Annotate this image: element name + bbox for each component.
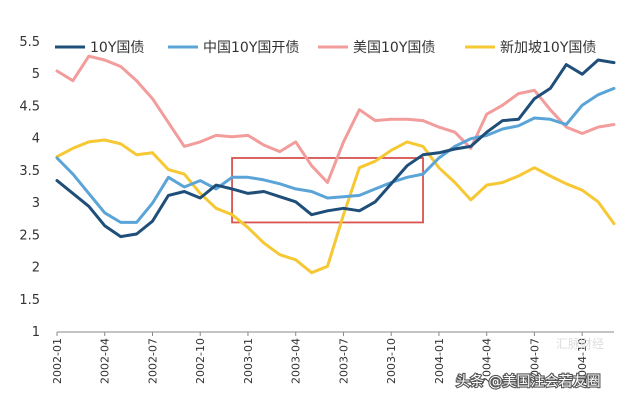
watermark: 汇脉财经 头条 @美国注会若友圈 [455, 336, 604, 391]
legend-label: 美国10Y国债 [353, 40, 435, 56]
legend-label: 10Y国债 [90, 40, 144, 56]
y-tick-label: 5 [32, 67, 40, 82]
series-line-3 [55, 138, 616, 275]
series-line-1 [55, 86, 616, 224]
x-tick-label: 2002-07 [146, 338, 159, 384]
y-tick-label: 2 [32, 261, 40, 276]
y-tick-label: 3.5 [19, 164, 40, 179]
x-axis-ticks: 2002-01 2002-04 2002-07 2002-10 2003-01 2003-… [51, 332, 589, 384]
x-tick-label: 2002-01 [51, 338, 64, 384]
series-lines [55, 54, 616, 275]
y-tick-label: 1.5 [19, 293, 40, 308]
series-line-2 [55, 54, 616, 184]
highlight-box [231, 157, 424, 224]
x-tick-label: 2003-01 [242, 338, 255, 384]
y-tick-label: 4 [32, 132, 40, 147]
y-tick-label: 5.5 [19, 35, 40, 50]
series-line-0 [55, 58, 616, 239]
y-tick-label: 3 [32, 196, 40, 211]
legend-label: 中国10Y国开债 [203, 40, 299, 56]
highlight-box-group [231, 157, 424, 224]
x-tick-label: 2004-07 [528, 338, 541, 384]
watermark-secondary: 汇脉财经 [556, 336, 604, 351]
legend: 10Y国债 中国10Y国开债 美国10Y国债 新加坡10Y国债 [55, 40, 596, 56]
x-tick-label: 2004-04 [481, 338, 494, 384]
y-tick-label: 4.5 [19, 99, 40, 114]
legend-label: 新加坡10Y国债 [500, 40, 596, 56]
x-tick-label: 2003-07 [337, 338, 350, 384]
x-tick-label: 2003-10 [385, 338, 398, 384]
x-tick-label: 2004-01 [433, 338, 446, 384]
x-tick-label: 2004-10 [576, 338, 589, 384]
y-tick-label: 2.5 [19, 228, 40, 243]
x-tick-label: 2002-04 [99, 338, 112, 384]
x-tick-label: 2003-04 [290, 338, 303, 384]
watermark-primary: 头条 @美国注会若友圈 [456, 373, 600, 390]
y-tick-label: 1 [32, 325, 40, 340]
y-axis-ticks: 1 1.5 2 2.5 3 3.5 4 4.5 5 5.5 [19, 35, 40, 340]
x-tick-label: 2002-10 [194, 338, 207, 384]
